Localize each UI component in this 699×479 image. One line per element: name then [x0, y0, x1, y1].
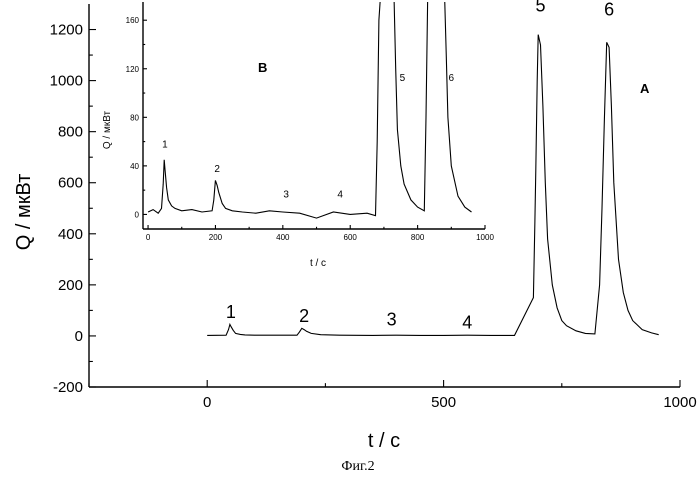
figure-caption: Фиг.2	[341, 459, 374, 474]
main-peak-label-6: 6	[604, 0, 614, 19]
main-x-tick-label: 1000	[663, 394, 696, 411]
inset-x-axis-title: t / c	[310, 258, 326, 269]
inset-background	[116, 0, 486, 260]
inset-x-tick-label: 200	[209, 233, 223, 242]
inset-peak-label-6: 6	[449, 73, 455, 84]
main-peak-label-1: 1	[226, 302, 236, 322]
main-y-tick-label: 800	[58, 124, 83, 141]
inset-y-tick-label: 160	[126, 16, 140, 25]
main-peak-label-2: 2	[299, 306, 309, 326]
main-x-tick-label: 500	[431, 394, 456, 411]
main-y-tick-label: 400	[58, 226, 83, 243]
inset-peak-label-5: 5	[400, 73, 406, 84]
main-y-axis-title: Q / мкВт	[13, 174, 35, 251]
main-y-tick-label: 200	[58, 277, 83, 294]
inset-peak-label-4: 4	[337, 189, 343, 200]
main-y-tick-label: 600	[58, 175, 83, 192]
inset-x-tick-label: 800	[411, 233, 425, 242]
main-y-tick-label: 1000	[50, 73, 83, 90]
inset-y-tick-label: 40	[130, 162, 139, 171]
main-peak-label-3: 3	[387, 310, 397, 330]
inset-y-tick-label: 80	[130, 113, 139, 122]
inset-peak-label-2: 2	[214, 164, 220, 175]
main-y-tick-label: -200	[53, 379, 83, 396]
main-x-tick-label: 0	[203, 394, 211, 411]
main-y-tick-label: 1200	[50, 22, 83, 39]
inset-x-tick-label: 0	[146, 233, 151, 242]
inset-x-tick-label: 400	[276, 233, 290, 242]
inset-x-tick-label: 1000	[476, 233, 494, 242]
inset-y-tick-label: 120	[126, 65, 140, 74]
panel-label-a: A	[640, 81, 650, 96]
inset-x-tick-label: 600	[344, 233, 358, 242]
main-peak-label-5: 5	[536, 0, 546, 16]
inset-peak-label-3: 3	[283, 189, 289, 200]
main-y-tick-label: 0	[75, 328, 83, 345]
inset-y-tick-label: 0	[135, 210, 140, 219]
main-peak-label-4: 4	[462, 312, 472, 332]
inset-y-axis-title: Q / мкВт	[102, 110, 113, 149]
inset-peak-label-1: 1	[162, 140, 168, 151]
main-x-axis-title: t / c	[368, 430, 400, 452]
panel-label-b: B	[258, 60, 267, 75]
